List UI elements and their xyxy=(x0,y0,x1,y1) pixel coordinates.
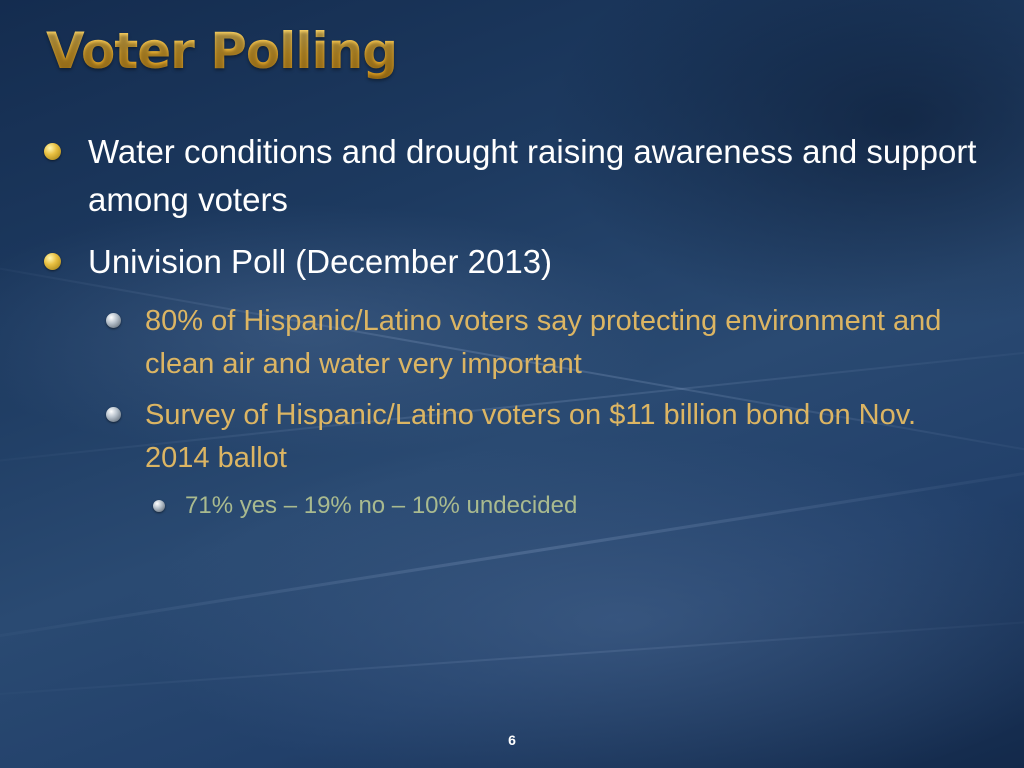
gold-sphere-bullet-icon xyxy=(44,253,61,270)
sub-bullet-item-bond-survey: Survey of Hispanic/Latino voters on $11 … xyxy=(88,394,980,480)
sub-bullet-text: Survey of Hispanic/Latino voters on $11 … xyxy=(145,399,917,474)
bullet-list: Water conditions and drought raising awa… xyxy=(40,128,980,524)
background-light-streak xyxy=(0,609,1024,702)
slide-title: Voter Polling xyxy=(46,22,398,80)
sub-sub-bullet-text: 71% yes – 19% no – 10% undecided xyxy=(185,492,578,519)
silver-sphere-bullet-icon xyxy=(153,500,165,512)
bullet-item-water-conditions: Water conditions and drought raising awa… xyxy=(40,128,980,224)
page-number: 6 xyxy=(508,732,516,748)
sub-bullet-text: 80% of Hispanic/Latino voters say protec… xyxy=(145,305,942,380)
gold-sphere-bullet-icon xyxy=(44,143,61,160)
sub-bullet-item-environment: 80% of Hispanic/Latino voters say protec… xyxy=(88,300,980,386)
silver-sphere-bullet-icon xyxy=(106,313,121,328)
bullet-text: Univision Poll (December 2013) xyxy=(88,243,553,280)
sub-sub-bullet-item-results: 71% yes – 19% no – 10% undecided xyxy=(145,488,980,524)
silver-sphere-bullet-icon xyxy=(106,407,121,422)
bullet-text: Water conditions and drought raising awa… xyxy=(88,133,977,218)
bullet-item-univision-poll: Univision Poll (December 2013) xyxy=(40,238,980,286)
